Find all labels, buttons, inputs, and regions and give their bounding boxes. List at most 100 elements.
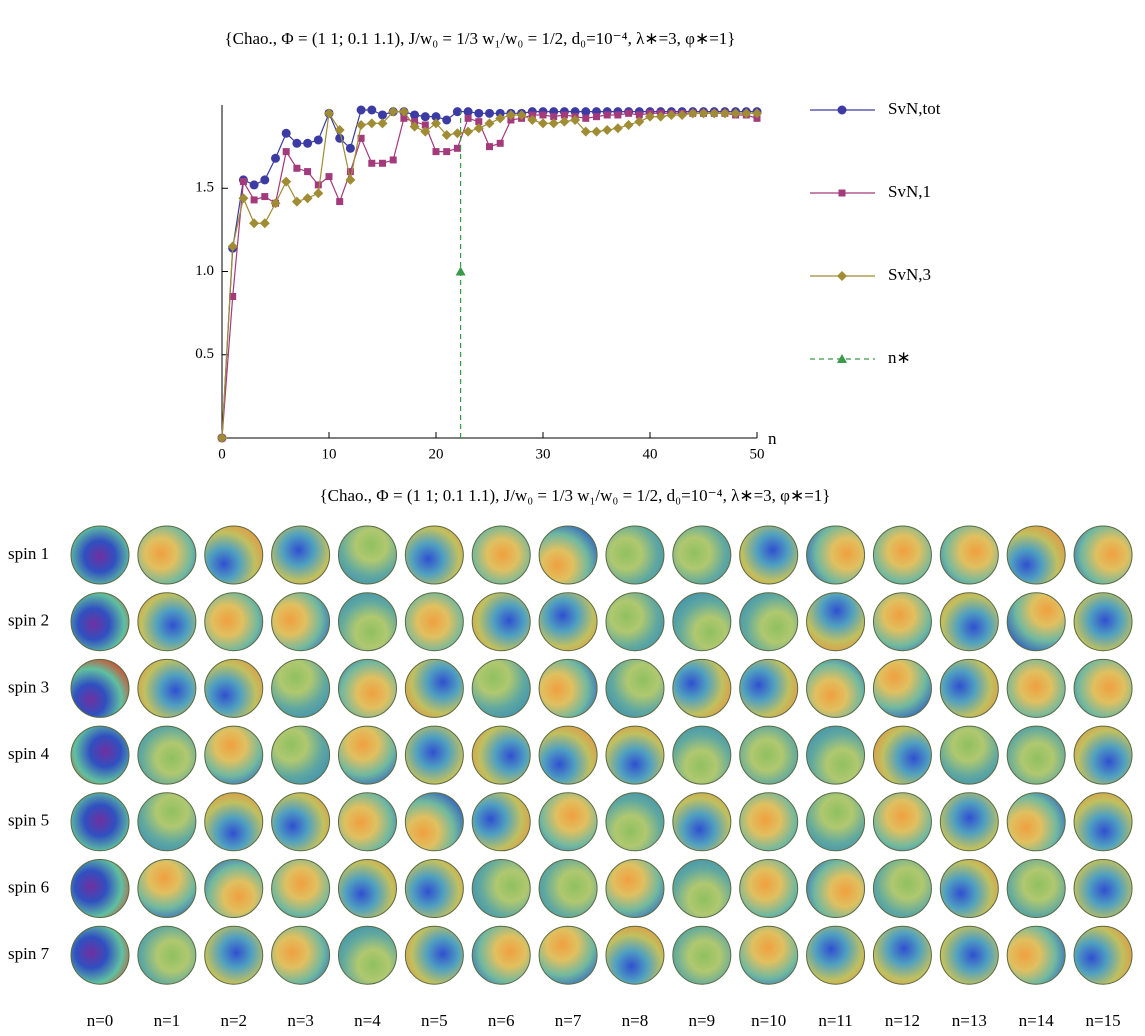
sphere-plot [872, 525, 932, 585]
point [453, 144, 461, 152]
point [259, 218, 270, 229]
point [475, 118, 483, 126]
point [356, 119, 367, 130]
point [473, 123, 484, 134]
point [346, 168, 354, 176]
x-tick-label: 30 [536, 446, 551, 462]
point [505, 109, 516, 120]
point [270, 198, 281, 209]
sphere-plot [872, 658, 932, 718]
legend-label: SvN,3 [888, 265, 931, 284]
sphere-plot [672, 725, 732, 785]
sphere-plot [1006, 658, 1066, 718]
point [239, 178, 247, 186]
sphere-plot [872, 859, 932, 918]
sphere-plot [939, 859, 999, 918]
point [560, 111, 568, 119]
sphere-plot [806, 592, 866, 652]
point [591, 126, 602, 137]
sphere-plot [538, 725, 598, 785]
sphere-plot [538, 592, 598, 652]
sphere-plot [672, 925, 732, 985]
point [227, 241, 238, 252]
point [249, 180, 259, 190]
sphere-plot [605, 592, 665, 652]
y-tick-label: 0.5 [195, 346, 214, 362]
legend-label: SvN,tot [888, 99, 941, 118]
point [281, 128, 291, 138]
point [539, 111, 547, 119]
series-line [221, 112, 758, 439]
legend-marker [837, 354, 847, 363]
point [357, 134, 365, 142]
sphere-plot [204, 725, 264, 785]
sphere-plot [672, 592, 732, 652]
sphere-plot [672, 859, 732, 918]
point [377, 118, 388, 129]
column-label: n=4 [354, 1011, 381, 1030]
row-label: spin 6 [8, 877, 49, 896]
sphere-plot [137, 658, 197, 718]
sphere-plot [337, 925, 397, 985]
sphere-plot [538, 792, 598, 852]
sphere-plot [70, 592, 130, 652]
point [432, 148, 440, 156]
point [593, 113, 600, 121]
sphere-plot [271, 925, 331, 985]
row-label: spin 5 [8, 811, 49, 830]
column-label: n=2 [220, 1011, 247, 1030]
sphere-plot [939, 925, 999, 985]
sphere-plot [1006, 725, 1066, 785]
sphere-plot [1006, 792, 1066, 852]
point [282, 148, 290, 156]
point [400, 114, 408, 122]
sphere-plot [872, 792, 932, 852]
sphere-plot [605, 658, 665, 718]
column-label: n=9 [689, 1011, 716, 1030]
point [687, 108, 698, 119]
sphere-plot [806, 525, 866, 585]
point [260, 175, 270, 185]
point [452, 128, 463, 139]
point [304, 168, 312, 176]
point [455, 266, 466, 276]
sphere-plot [337, 658, 397, 718]
sphere-plot [672, 525, 732, 585]
sphere-plot [605, 792, 665, 852]
sphere-plot [1073, 525, 1133, 585]
point [291, 196, 302, 207]
point [603, 111, 611, 119]
sphere-plot [204, 859, 264, 918]
sphere-plot [204, 792, 264, 852]
sphere-plot [404, 792, 464, 852]
column-label: n=0 [87, 1011, 114, 1030]
y-tick-label: 1.5 [195, 180, 214, 196]
sphere-plot [471, 525, 531, 585]
point [698, 108, 709, 119]
sphere-plot [1073, 925, 1133, 985]
point [602, 124, 613, 135]
point [582, 114, 590, 122]
point [655, 111, 666, 122]
column-label: n=15 [1086, 1011, 1121, 1030]
row-label: spin 7 [8, 944, 50, 963]
point [666, 109, 677, 120]
point [752, 108, 762, 119]
point [229, 292, 237, 300]
sphere-plot [137, 859, 197, 918]
sphere-plot [739, 525, 799, 585]
point [464, 114, 472, 122]
sphere-plot [471, 658, 531, 718]
sphere-plot [337, 792, 397, 852]
point [634, 116, 645, 127]
point [527, 114, 538, 125]
point [356, 105, 366, 115]
sphere-plot [872, 592, 932, 652]
point [485, 108, 494, 118]
point [367, 105, 377, 115]
sphere-plot [605, 925, 665, 985]
series-line [221, 111, 757, 439]
column-label: n=5 [421, 1011, 448, 1030]
sphere-plot [337, 859, 397, 918]
sphere-plot [204, 592, 264, 652]
